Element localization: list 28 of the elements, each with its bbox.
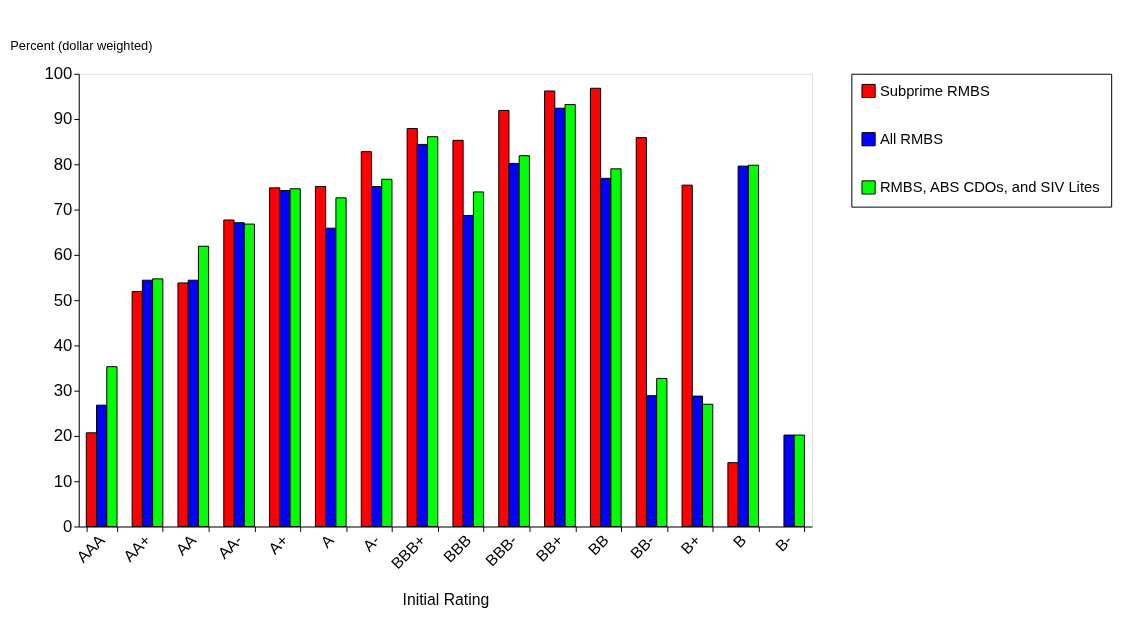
x-tick-label: BB- [627, 531, 658, 562]
x-tick-label: BB [584, 531, 612, 559]
x-tick-label: A [317, 531, 338, 551]
legend-label: All RMBS [879, 131, 944, 148]
y-tick-label: 80 [53, 154, 73, 174]
y-axis-title: Percent (dollar weighted) [10, 37, 153, 53]
x-tick-label: B+ [677, 531, 704, 558]
x-axis-title: Initial Rating [402, 590, 490, 608]
y-tick-label: 60 [53, 245, 73, 265]
x-tick-label: A+ [265, 531, 292, 558]
x-tick-label: B- [772, 531, 796, 555]
y-tick-label: 0 [63, 516, 73, 536]
y-tick-label: 70 [53, 200, 73, 219]
x-tick-label: AA- [214, 531, 246, 562]
y-tick-label: 50 [53, 290, 73, 310]
y-tick-label: 10 [53, 471, 73, 491]
legend-label: Subprime RMBS [879, 82, 990, 99]
y-tick-label: 20 [53, 426, 73, 446]
y-tick-label: 90 [53, 109, 73, 129]
y-tick-label: 30 [53, 381, 73, 401]
x-tick-label: B [729, 531, 750, 551]
legend-label: RMBS, ABS CDOs, and SIV Lites [879, 179, 1100, 196]
x-tick-label: BB+ [532, 531, 567, 565]
x-tick-label: A- [359, 531, 383, 555]
y-tick-label: 100 [44, 64, 73, 84]
x-tick-label: AA [172, 531, 200, 559]
x-tick-label: AA+ [120, 531, 154, 565]
y-tick-label: 40 [53, 335, 73, 355]
